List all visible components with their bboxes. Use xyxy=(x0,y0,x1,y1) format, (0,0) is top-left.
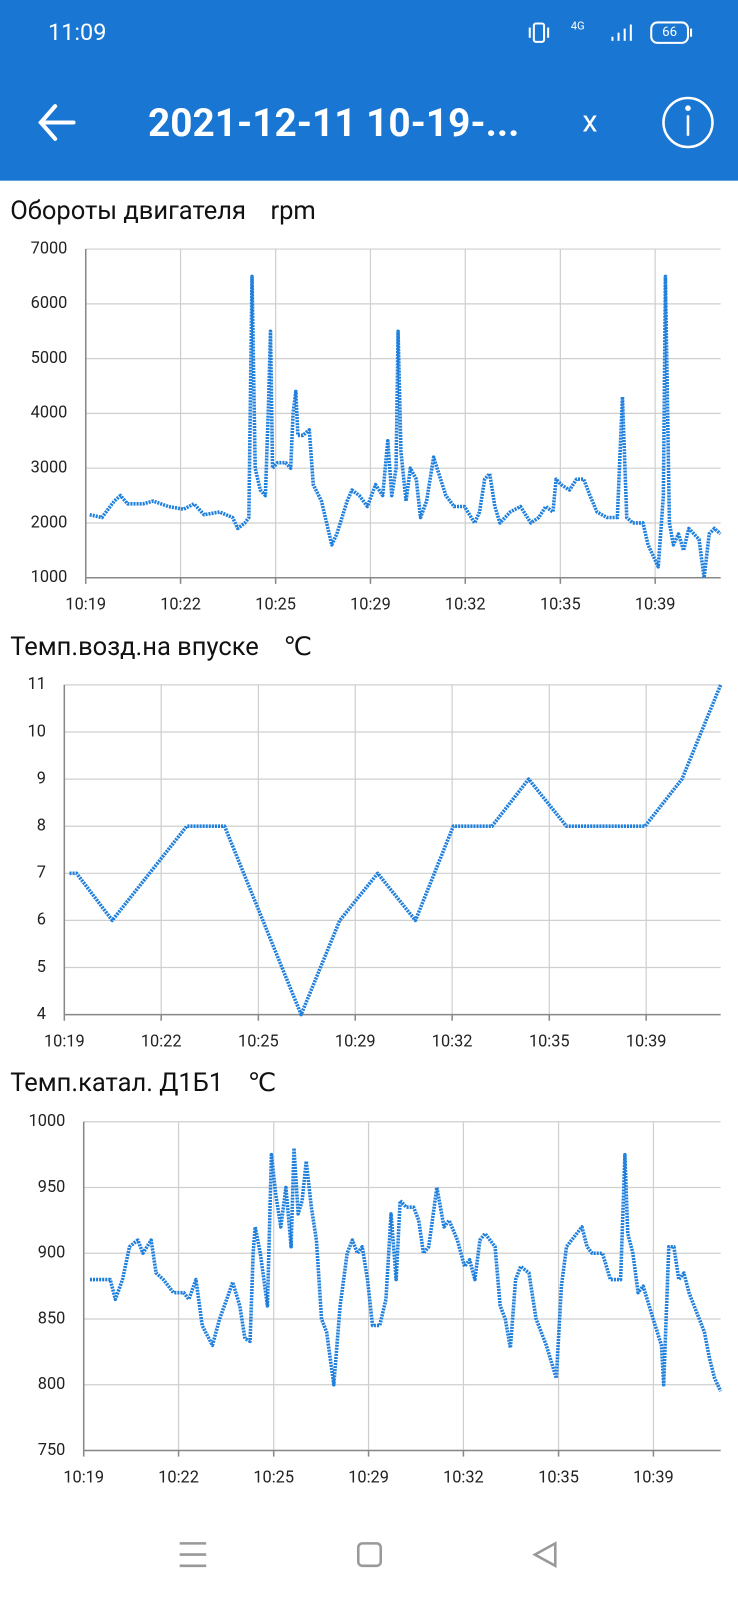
y-tick-label: 1000 xyxy=(29,1111,66,1130)
nav-bar xyxy=(179,1541,557,1568)
y-tick-label: 3000 xyxy=(31,457,68,476)
x-tick-label: 10:22 xyxy=(158,1467,199,1486)
app-bar xyxy=(0,0,738,181)
network-type: 4G xyxy=(571,20,585,33)
x-tick-label: 10:25 xyxy=(255,595,296,614)
y-tick-label: 6 xyxy=(37,910,46,929)
data-line xyxy=(89,274,722,580)
x-tick-label: 10:29 xyxy=(335,1031,376,1050)
y-tick-label: 1000 xyxy=(31,567,68,586)
data-line xyxy=(69,684,723,1017)
x-tick-label: 10:19 xyxy=(44,1031,85,1050)
x-tick-label: 10:39 xyxy=(635,595,676,614)
x-tick-label: 10:32 xyxy=(443,1467,484,1486)
back-button[interactable] xyxy=(38,104,76,141)
y-tick-label: 900 xyxy=(38,1243,66,1262)
x-tick-label: 10:25 xyxy=(253,1467,294,1486)
status-time: 11:09 xyxy=(48,18,106,46)
info-button[interactable] xyxy=(662,96,714,149)
data-line xyxy=(89,1146,723,1393)
y-tick-label: 6000 xyxy=(31,293,68,312)
x-tick-label: 10:19 xyxy=(65,595,106,614)
x-tick-label: 10:22 xyxy=(160,595,201,614)
status-icons xyxy=(528,21,693,44)
chart-title: Обороты двигателя xyxy=(10,196,246,226)
y-tick-label: 4000 xyxy=(31,403,68,422)
y-tick-label: 7000 xyxy=(31,238,68,257)
y-tick-label: 7 xyxy=(37,863,46,882)
y-tick-label: 750 xyxy=(38,1440,66,1459)
y-tick-label: 850 xyxy=(38,1308,66,1327)
x-tick-label: 10:32 xyxy=(432,1031,473,1050)
x-tick-label: 10:35 xyxy=(538,1467,579,1486)
x-tick-label: 10:19 xyxy=(63,1467,104,1486)
nav-back-button[interactable] xyxy=(532,1541,557,1568)
y-tick-label: 10 xyxy=(28,721,46,740)
home-button[interactable] xyxy=(357,1542,383,1568)
y-tick-label: 800 xyxy=(38,1374,66,1393)
x-tick-label: 10:35 xyxy=(540,595,581,614)
x-tick-label: 10:32 xyxy=(445,595,486,614)
x-tick-label: 10:29 xyxy=(348,1467,389,1486)
battery-level: 66 xyxy=(662,25,677,40)
x-tick-label: 10:29 xyxy=(350,595,391,614)
chart-unit: ℃ xyxy=(283,632,312,662)
y-tick-label: 8 xyxy=(37,816,46,835)
x-tick-label: 10:39 xyxy=(633,1467,674,1486)
x-tick-label: 10:39 xyxy=(626,1031,667,1050)
screen-title: 2021-12-11 10-19-... xyxy=(148,101,519,146)
x-tick-label: 10:22 xyxy=(141,1031,182,1050)
y-tick-label: 5000 xyxy=(31,348,68,367)
y-tick-label: 11 xyxy=(28,674,46,693)
y-tick-label: 5 xyxy=(37,957,46,976)
chart-unit: ℃ xyxy=(248,1068,277,1098)
chart-unit: rpm xyxy=(270,196,315,226)
y-tick-label: 2000 xyxy=(31,512,68,531)
x-tick-label: 10:35 xyxy=(529,1031,570,1050)
chart-title: Темп.возд.на впуске xyxy=(10,632,259,662)
y-tick-label: 950 xyxy=(38,1177,66,1196)
y-tick-label: 4 xyxy=(37,1004,46,1023)
close-button[interactable]: x xyxy=(582,105,597,140)
y-tick-label: 9 xyxy=(37,768,46,787)
chart-title: Темп.катал. Д1Б1 xyxy=(10,1068,223,1098)
menu-button[interactable] xyxy=(179,1542,207,1568)
x-tick-label: 10:25 xyxy=(238,1031,279,1050)
